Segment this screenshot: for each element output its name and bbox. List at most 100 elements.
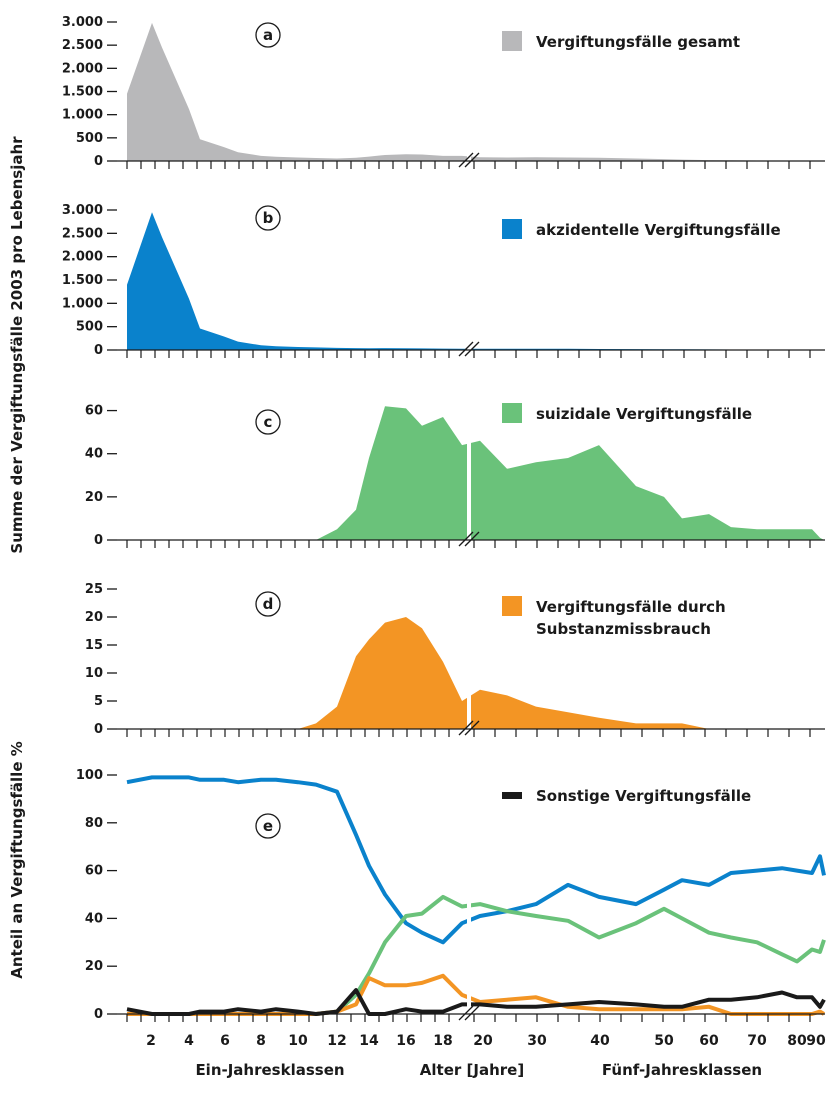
y-tick-label: 60 [85,864,103,879]
panel-letter: c [264,413,273,431]
legend-label: Substanzmissbrauch [536,620,711,638]
axis-break-mark [464,1005,480,1021]
x-tick-label: 4 [184,1033,194,1049]
panel-letter: d [263,595,274,613]
y-tick-label: 2.000 [62,61,103,76]
axis-break-gap [467,379,471,540]
legend-swatch [502,403,522,423]
legend-label: akzidentelle Vergiftungsfälle [536,221,781,239]
legend-label: suizidale Vergiftungsfälle [536,405,752,423]
legend-swatch [502,792,522,799]
x-label-right: Fünf-Jahresklassen [602,1061,762,1079]
y-tick-label: 10 [85,666,103,681]
legend-swatch [502,596,522,616]
x-tick-label: 2 [146,1033,156,1049]
axis-break-mark [458,1005,474,1021]
x-tick-label: 12 [327,1033,346,1049]
axis-break-gap [467,12,471,161]
axis-break-mark [458,531,474,547]
legend-label: Sonstige Vergiftungsfälle [536,787,751,805]
y-tick-label: 1.000 [62,108,103,123]
axis-break-mark [458,720,474,736]
x-tick-label: 18 [433,1033,452,1049]
panel-a: 3.000 2.500 2.000 1.500 1.000 500 0 a Vergiftung… [62,12,825,169]
x-tick-label: 8 [256,1033,266,1049]
x-tick-label: 60 [699,1033,719,1049]
y-tick-label: 1.500 [62,273,103,288]
legend-label: Vergiftungsfälle durch [536,598,726,616]
legend-swatch [502,219,522,239]
line-series-suizidal [127,894,826,1016]
y-tick-label: 0 [94,343,103,358]
legend-label: Vergiftungsfälle gesamt [536,33,740,51]
y-tick-label: 500 [76,131,103,146]
x-tick-label: 20 [473,1033,493,1049]
panel-letter-circle [255,205,281,231]
x-tick-label: 30 [527,1033,547,1049]
x-tick-label: 70 [747,1033,767,1049]
x-tick-label: 10 [288,1033,308,1049]
y-tick-label: 100 [76,768,103,783]
panel-letter-circle [255,409,281,435]
x-tick-label: 14 [359,1033,379,1049]
area-series-a [127,22,824,162]
panel-letter: a [263,26,273,44]
y-tick-label: 20 [85,490,103,505]
axis-break-mark [458,152,474,168]
y-tick-label: 0 [94,533,103,548]
y-tick-label: 40 [85,447,103,462]
axis-break-mark [464,152,480,168]
y-tick-label: 3.000 [62,15,103,30]
panel-letter-circle [255,22,281,48]
panel-e: 100 80 60 40 20 0 e Sonstige Vergiftungsfälle [76,768,826,1022]
legend-swatch [502,31,522,51]
x-tick-label: 40 [590,1033,610,1049]
axis-break-mark [464,531,480,547]
x-label-center: Alter [Jahre] [420,1061,524,1079]
axis-break-mark [464,720,480,736]
x-label-left: Ein-Jahresklassen [195,1061,344,1079]
y-tick-label: 0 [94,722,103,737]
line-series-sonstige [126,988,826,1016]
x-tick-label: 16 [396,1033,415,1049]
line-series-substanz [127,973,826,1016]
y-tick-label: 20 [85,959,103,974]
panel-letter: e [263,817,273,835]
panel-b: 3.000 2.500 2.000 1.500 1.000 500 0 b akzidentel… [62,200,825,358]
y-tick-label: 0 [94,1007,103,1022]
x-tick-label: 90 [806,1033,826,1049]
axis-break-mark [458,341,474,357]
y-tick-label: 2.500 [62,226,103,241]
y-tick-label: 1.000 [62,296,103,311]
y-axis-label-top: Summe der Vergiftungsfälle 2003 pro Lebe… [8,136,26,554]
axis-break-gap [467,579,471,729]
axis-break-gap [467,775,471,1020]
line-series-akzidentell [126,775,826,945]
y-tick-label: 25 [85,582,103,597]
y-tick-label: 3.000 [62,203,103,218]
axis-break-gap [467,200,471,350]
y-tick-label: 2.000 [62,250,103,265]
y-tick-label: 5 [94,694,103,709]
y-tick-label: 20 [85,610,103,625]
panel-letter: b [263,209,274,227]
y-axis-label-bottom: Anteil an Vergiftungsfälle % [8,741,26,978]
panel-letter-circle [255,813,281,839]
y-tick-label: 60 [85,404,103,419]
x-tick-label: 80 [787,1033,807,1049]
area-series-c [127,406,824,540]
panel-letter-circle [255,591,281,617]
y-tick-label: 1.500 [62,85,103,100]
y-tick-label: 500 [76,320,103,335]
axis-break-mark [464,341,480,357]
y-tick-label: 2.500 [62,38,103,53]
y-tick-label: 15 [85,638,103,653]
y-tick-label: 0 [94,154,103,169]
panel-c: 60 40 20 0 c suizidale Vergiftungsfälle [85,379,825,548]
y-tick-label: 80 [85,816,103,831]
y-tick-label: 40 [85,911,103,926]
x-tick-label: 50 [654,1033,674,1049]
panel-d: 25 20 15 10 5 0 d Vergiftungsfälle durch Substan… [85,579,825,737]
area-series-b [127,212,824,350]
